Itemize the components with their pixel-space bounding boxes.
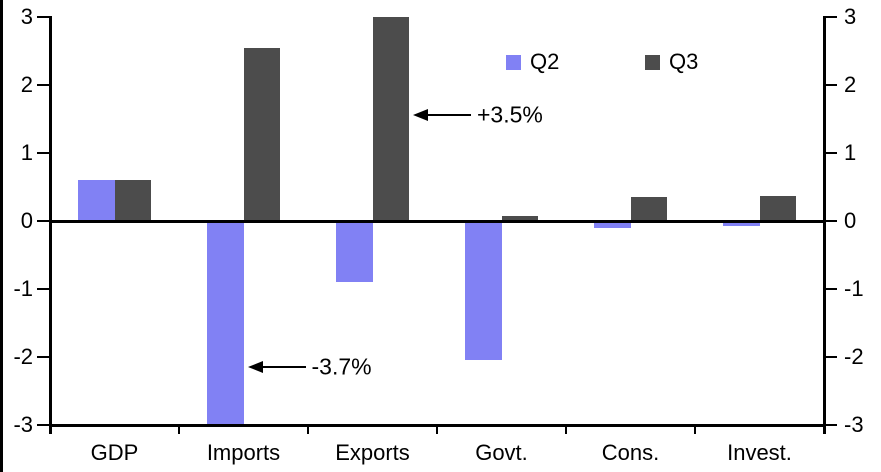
y-axis-tick-right [824,355,837,359]
x-axis-tick [822,425,826,434]
bar-gdp-q2 [78,180,115,221]
y-axis-tick-left [37,355,50,359]
y-axis-tick-left [37,151,50,155]
y-axis-tick-right [824,423,837,427]
y-axis-tick-right [824,287,837,291]
bar-govt-q3 [501,216,538,221]
annotation-label-37: -3.7% [311,353,372,380]
y-axis-tick-label-left: 0 [20,208,33,233]
y-axis-tick-left [37,15,50,19]
y-axis-tick-left [37,423,50,427]
x-axis-category-label-imports: Imports [206,440,281,465]
y-axis-tick-left [37,219,50,223]
y-axis-tick-label-left: 2 [20,72,33,97]
y-axis-line-right [822,15,826,434]
y-axis-tick-left [37,83,50,87]
x-axis-category-label-exports: Exports [335,440,410,465]
y-axis-tick-label-left: 3 [20,4,33,29]
annotation-arrow-head [413,108,428,121]
left-frame-border [0,0,3,472]
bar-cons-q3 [630,197,667,221]
x-axis-tick [564,425,568,434]
x-axis-category-label-govt: Govt. [475,440,528,465]
y-axis-tick-label-right: -3 [844,412,864,437]
y-axis-tick-label-left: -2 [13,344,33,369]
y-axis-tick-label-right: 2 [844,72,857,97]
bar-imports-q2 [207,221,244,425]
bar-gdp-q3 [114,180,151,221]
bar-govt-q2 [465,221,502,361]
y-axis-tick-right [824,15,837,19]
legend-item-q3: Q3 [645,51,698,73]
bar-invest-q3 [759,195,796,221]
legend-swatch-q3 [645,54,660,70]
y-axis-tick-label-right: 0 [844,208,857,233]
bar-imports-q3 [243,47,280,221]
annotation-label-35: +3.5% [477,101,543,128]
y-axis-tick-right [824,219,837,223]
y-axis-tick-label-left: 1 [20,140,33,165]
y-axis-tick-label-right: -2 [844,344,864,369]
bar-cons-q2 [594,221,631,228]
x-axis-tick [48,425,52,434]
y-axis-tick-right [824,151,837,155]
bar-exports-q3 [372,17,409,221]
y-axis-tick-label-left: -3 [13,412,33,437]
y-axis-tick-left [37,287,50,291]
x-axis-tick [177,425,181,434]
y-axis-tick-label-left: -1 [13,276,33,301]
x-axis-category-label-gdp: GDP [90,440,139,465]
y-axis-tick-label-right: 1 [844,140,857,165]
annotation-arrow-line [426,113,471,116]
bar-exports-q2 [336,221,373,283]
x-axis-tick [693,425,697,434]
zero-line [49,219,825,223]
y-axis-tick-right [824,83,837,87]
bar-invest-q2 [723,221,760,226]
annotation-arrow-head [247,361,263,374]
annotation-arrow-line [260,366,306,369]
y-axis-tick-label-right: 3 [844,4,857,29]
legend-label-q2: Q2 [530,49,560,74]
legend-item-q2: Q2 [506,51,559,73]
legend-label-q3: Q3 [669,49,699,74]
x-axis-tick [435,425,439,434]
x-axis-category-label-invest: Invest. [727,440,792,465]
y-axis-line-left [48,15,52,434]
x-axis-category-label-cons: Cons. [601,440,660,465]
y-axis-tick-label-right: -1 [844,276,864,301]
legend-swatch-q2 [506,54,521,70]
x-axis-tick [306,425,310,434]
